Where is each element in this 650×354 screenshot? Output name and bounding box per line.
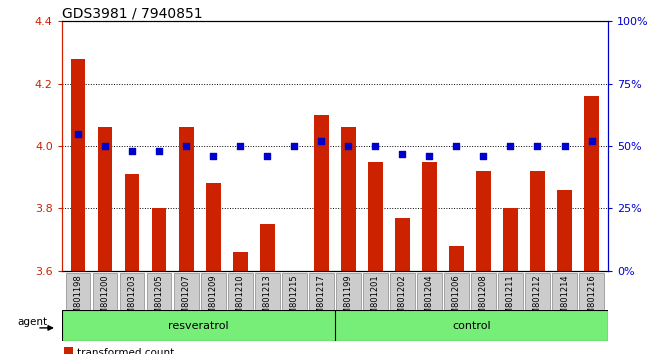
Text: GSM801209: GSM801209 <box>209 274 218 325</box>
FancyBboxPatch shape <box>498 273 523 310</box>
Bar <box>503 209 518 271</box>
Bar <box>233 252 248 271</box>
Bar <box>151 209 166 271</box>
Point <box>532 143 543 149</box>
Bar <box>64 347 73 354</box>
FancyBboxPatch shape <box>174 273 198 310</box>
FancyBboxPatch shape <box>336 273 361 310</box>
Bar <box>584 96 599 271</box>
FancyBboxPatch shape <box>120 273 144 310</box>
Text: GSM801207: GSM801207 <box>181 274 190 325</box>
FancyBboxPatch shape <box>255 273 280 310</box>
Text: resveratrol: resveratrol <box>168 320 229 331</box>
Text: GSM801217: GSM801217 <box>317 274 326 325</box>
Text: GSM801203: GSM801203 <box>127 274 136 325</box>
FancyBboxPatch shape <box>390 273 415 310</box>
FancyBboxPatch shape <box>201 273 226 310</box>
Text: GSM801215: GSM801215 <box>290 274 299 325</box>
Bar <box>422 162 437 271</box>
FancyBboxPatch shape <box>444 273 469 310</box>
FancyBboxPatch shape <box>309 273 333 310</box>
FancyBboxPatch shape <box>363 273 388 310</box>
Bar <box>71 59 85 271</box>
Point <box>127 148 137 154</box>
Point <box>100 143 110 149</box>
Bar <box>314 115 329 271</box>
FancyBboxPatch shape <box>552 273 577 310</box>
FancyBboxPatch shape <box>579 273 604 310</box>
Text: GSM801200: GSM801200 <box>101 274 109 325</box>
Text: GSM801201: GSM801201 <box>370 274 380 325</box>
Text: GSM801202: GSM801202 <box>398 274 407 325</box>
Point <box>586 138 597 144</box>
Text: GDS3981 / 7940851: GDS3981 / 7940851 <box>62 6 202 20</box>
Point <box>235 143 245 149</box>
FancyBboxPatch shape <box>471 273 496 310</box>
FancyBboxPatch shape <box>417 273 442 310</box>
Bar <box>557 190 572 271</box>
Point <box>208 153 218 159</box>
Point <box>370 143 380 149</box>
Bar <box>98 127 112 271</box>
FancyBboxPatch shape <box>66 273 90 310</box>
Point <box>154 148 164 154</box>
FancyBboxPatch shape <box>92 273 118 310</box>
Point <box>451 143 462 149</box>
Text: GSM801205: GSM801205 <box>155 274 164 325</box>
Text: GSM801216: GSM801216 <box>587 274 596 325</box>
FancyBboxPatch shape <box>227 273 253 310</box>
Bar <box>395 218 410 271</box>
Point <box>343 143 354 149</box>
Point <box>424 153 435 159</box>
Bar <box>341 127 356 271</box>
Bar <box>125 174 140 271</box>
Text: GSM801206: GSM801206 <box>452 274 461 325</box>
Point <box>262 153 272 159</box>
Point <box>181 143 191 149</box>
Point <box>316 138 326 144</box>
Point <box>289 143 300 149</box>
Text: GSM801213: GSM801213 <box>263 274 272 325</box>
Point <box>559 143 569 149</box>
Text: GSM801210: GSM801210 <box>236 274 244 325</box>
FancyBboxPatch shape <box>147 273 172 310</box>
Text: GSM801198: GSM801198 <box>73 274 83 325</box>
FancyBboxPatch shape <box>281 273 307 310</box>
Bar <box>205 183 220 271</box>
Text: GSM801211: GSM801211 <box>506 274 515 325</box>
Text: GSM801204: GSM801204 <box>425 274 434 325</box>
Bar <box>179 127 194 271</box>
Text: GSM801208: GSM801208 <box>479 274 488 325</box>
Bar <box>449 246 464 271</box>
Bar <box>368 162 383 271</box>
Text: control: control <box>452 320 491 331</box>
Point <box>505 143 515 149</box>
Bar <box>476 171 491 271</box>
Text: GSM801199: GSM801199 <box>344 274 353 325</box>
Bar <box>530 171 545 271</box>
Point <box>478 153 489 159</box>
Text: GSM801214: GSM801214 <box>560 274 569 325</box>
Bar <box>260 224 274 271</box>
Text: GSM801212: GSM801212 <box>533 274 542 325</box>
FancyBboxPatch shape <box>525 273 550 310</box>
Text: agent: agent <box>18 318 47 327</box>
Point <box>397 151 408 156</box>
Point <box>73 131 83 136</box>
Text: transformed count: transformed count <box>77 348 174 354</box>
